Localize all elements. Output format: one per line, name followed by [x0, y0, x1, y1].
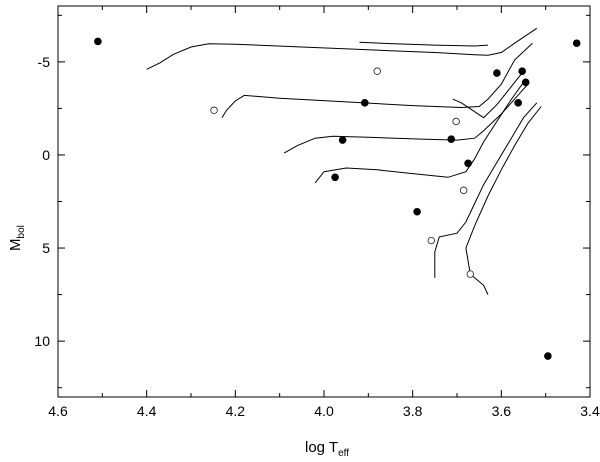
open-point	[466, 270, 474, 278]
x-tick-label: 4.6	[48, 403, 68, 419]
open-point	[373, 67, 381, 75]
filled-point	[447, 135, 456, 143]
track-line	[434, 102, 538, 278]
x-axis-label: log Teff	[305, 439, 349, 459]
y-tick-label: 10	[34, 333, 50, 349]
filled-point	[94, 37, 102, 46]
filled-point	[518, 67, 526, 75]
filled-point	[360, 99, 369, 107]
y-tick-label: -5	[38, 54, 51, 70]
open-point	[460, 186, 468, 194]
x-tick-label: 3.8	[403, 403, 423, 419]
open-point	[452, 117, 460, 126]
open-point	[427, 236, 435, 245]
y-tick-label: 5	[42, 240, 50, 256]
open-point	[210, 106, 218, 114]
track-line	[146, 27, 538, 70]
filled-point	[413, 207, 421, 216]
track-line	[359, 41, 489, 47]
x-tick-label: 3.6	[492, 403, 512, 419]
x-tick-label: 4.0	[314, 403, 334, 419]
filled-point	[464, 159, 472, 168]
plot-frame	[57, 5, 591, 398]
filled-point	[544, 352, 552, 360]
filled-point	[514, 99, 522, 107]
y-axis-label: Mbol	[7, 225, 27, 251]
x-tick-label: 4.4	[137, 403, 157, 419]
track-line	[283, 83, 529, 154]
x-tick-label: 3.4	[580, 403, 600, 419]
filled-point	[493, 69, 501, 77]
filled-point	[338, 136, 347, 144]
axes: 4.6 4.4 4.2 4.0 3.8 3.6 3.4 -5 0 5 10	[34, 5, 600, 419]
y-tick-label: 0	[42, 147, 50, 163]
x-tick-label: 4.2	[226, 403, 246, 419]
track-line	[221, 42, 533, 118]
track-line	[314, 82, 524, 184]
track-line	[452, 70, 524, 119]
track-line	[465, 106, 542, 295]
filled-point	[572, 39, 581, 48]
filled-point	[331, 173, 339, 182]
data-points	[94, 37, 581, 360]
evolutionary-tracks	[146, 27, 542, 295]
filled-point	[521, 78, 530, 87]
